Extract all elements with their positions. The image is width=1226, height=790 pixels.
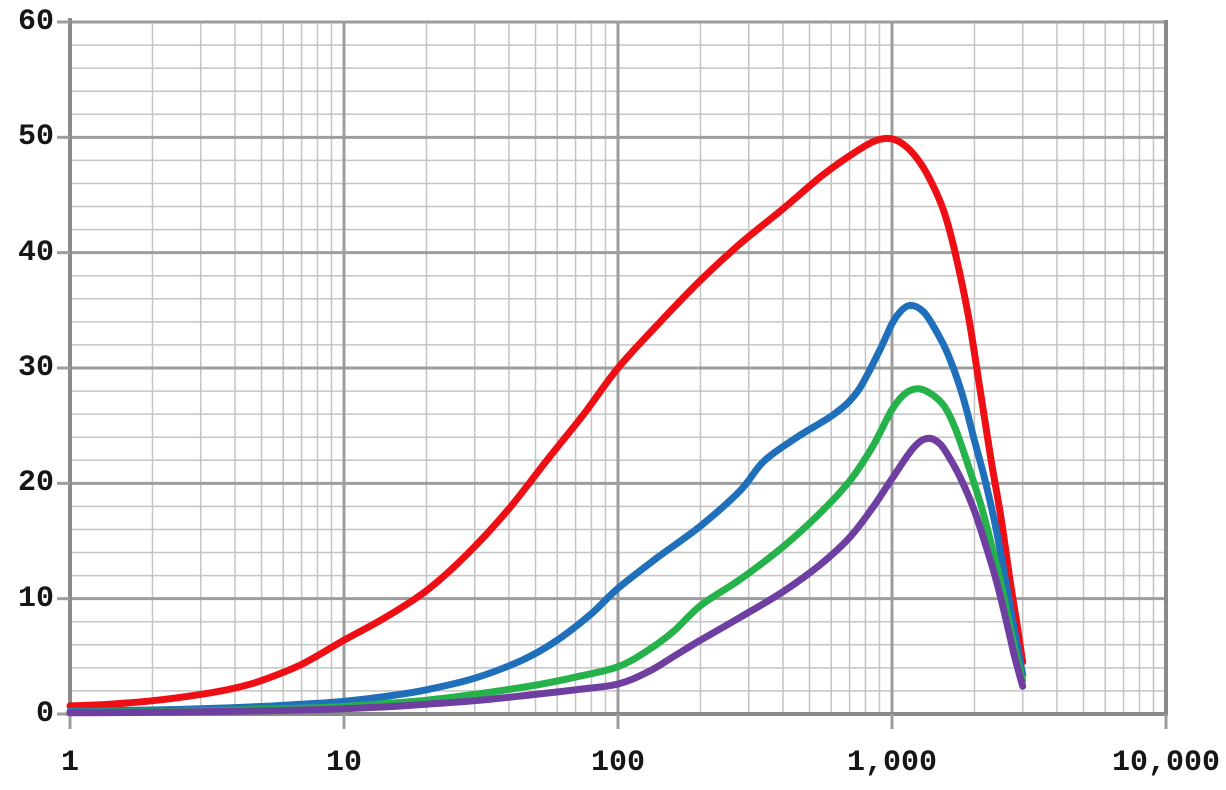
x-axis-tick-label-1: 1 [60,746,80,780]
x-axis-tick-label-100: 100 [590,746,646,780]
purple-curve-line [66,434,1027,717]
y-axis-tick-label-10: 10 [17,581,54,616]
y-axis-tick-label-30: 30 [17,351,54,385]
y-axis-tick-label-50: 50 [17,120,54,155]
blue-curve-line [66,301,1027,715]
x-axis-tick-label-1000: 1,000 [846,746,938,780]
red-curve-line [66,134,1027,710]
y-axis-tick-label-40: 40 [17,235,54,270]
y-axis-tick-label-0: 0 [35,697,54,731]
y-axis-tick-label-60: 60 [17,5,54,39]
x-axis-tick-label-10000: 10,000 [1111,746,1221,780]
y-axis-tick-label-20: 20 [17,466,54,501]
x-axis-tick-label-10: 10 [325,746,363,780]
